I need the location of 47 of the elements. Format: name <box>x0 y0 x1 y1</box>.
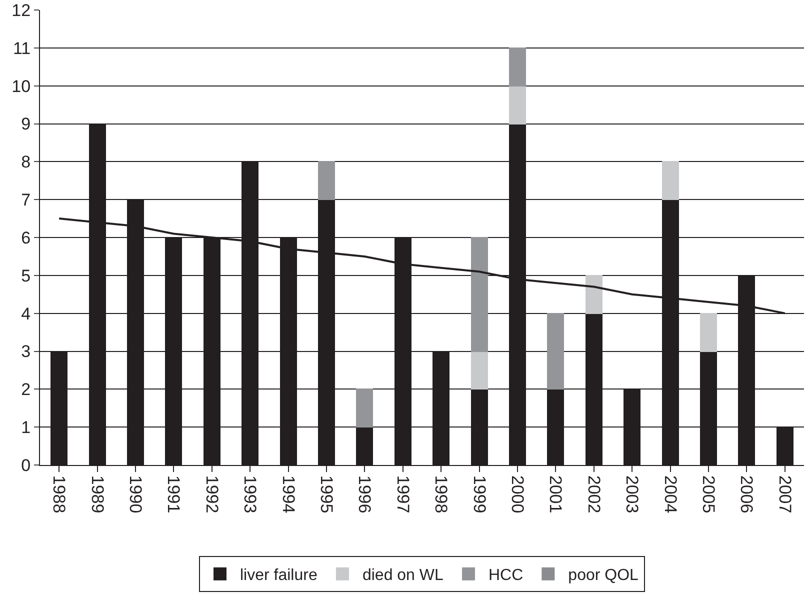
bar <box>356 388 374 428</box>
y-tick-label: 12 <box>12 0 31 20</box>
legend-label: poor QOL <box>568 567 639 584</box>
x-tick-label: 1999 <box>470 475 489 514</box>
bar <box>662 161 679 200</box>
legend-label: died on WL <box>362 567 444 584</box>
bar <box>700 312 718 352</box>
x-tick-label: 1989 <box>88 475 107 514</box>
x-tick-label: 2004 <box>660 475 680 514</box>
y-tick-label: 11 <box>12 38 31 58</box>
x-tick-label: 1992 <box>202 475 222 514</box>
y-tick-label: 1 <box>21 418 31 438</box>
x-tick-label: 1994 <box>278 475 298 514</box>
bar <box>318 161 336 200</box>
y-tick-label: 10 <box>12 76 31 96</box>
legend-label: liver failure <box>240 567 318 584</box>
x-tick-label: 1988 <box>50 475 69 514</box>
x-tick-label: 1991 <box>164 475 184 514</box>
x-tick-label: 2006 <box>737 475 756 514</box>
bar <box>585 274 602 314</box>
x-tick-label: 2007 <box>775 475 794 514</box>
x-tick-label: 2000 <box>508 475 527 514</box>
bar <box>508 47 526 86</box>
x-tick-label: 1998 <box>432 475 451 514</box>
y-tick-label: 9 <box>21 114 31 134</box>
x-tick-label: 1990 <box>126 475 145 514</box>
y-tick-label: 2 <box>21 380 31 400</box>
bar <box>470 350 488 390</box>
x-tick-label: 2003 <box>622 475 642 514</box>
y-tick-label: 8 <box>21 152 31 172</box>
y-tick-label: 0 <box>21 456 31 475</box>
x-tick-label: 2002 <box>584 475 604 514</box>
bar <box>547 312 564 390</box>
x-tick-label: 1995 <box>316 475 336 514</box>
legend-label: HCC <box>488 567 524 584</box>
y-tick-label: 5 <box>21 266 31 286</box>
x-tick-label: 2005 <box>698 475 718 514</box>
x-tick-label: 1997 <box>393 475 412 514</box>
bar <box>508 85 526 124</box>
y-tick-label: 4 <box>21 304 31 324</box>
y-tick-label: 6 <box>21 228 31 248</box>
y-tick-label: 7 <box>21 190 31 210</box>
y-tick-label: 3 <box>21 342 31 362</box>
x-tick-label: 1996 <box>355 475 374 514</box>
x-tick-label: 2001 <box>546 475 566 514</box>
bar <box>470 237 488 352</box>
x-tick-label: 1993 <box>240 475 260 514</box>
